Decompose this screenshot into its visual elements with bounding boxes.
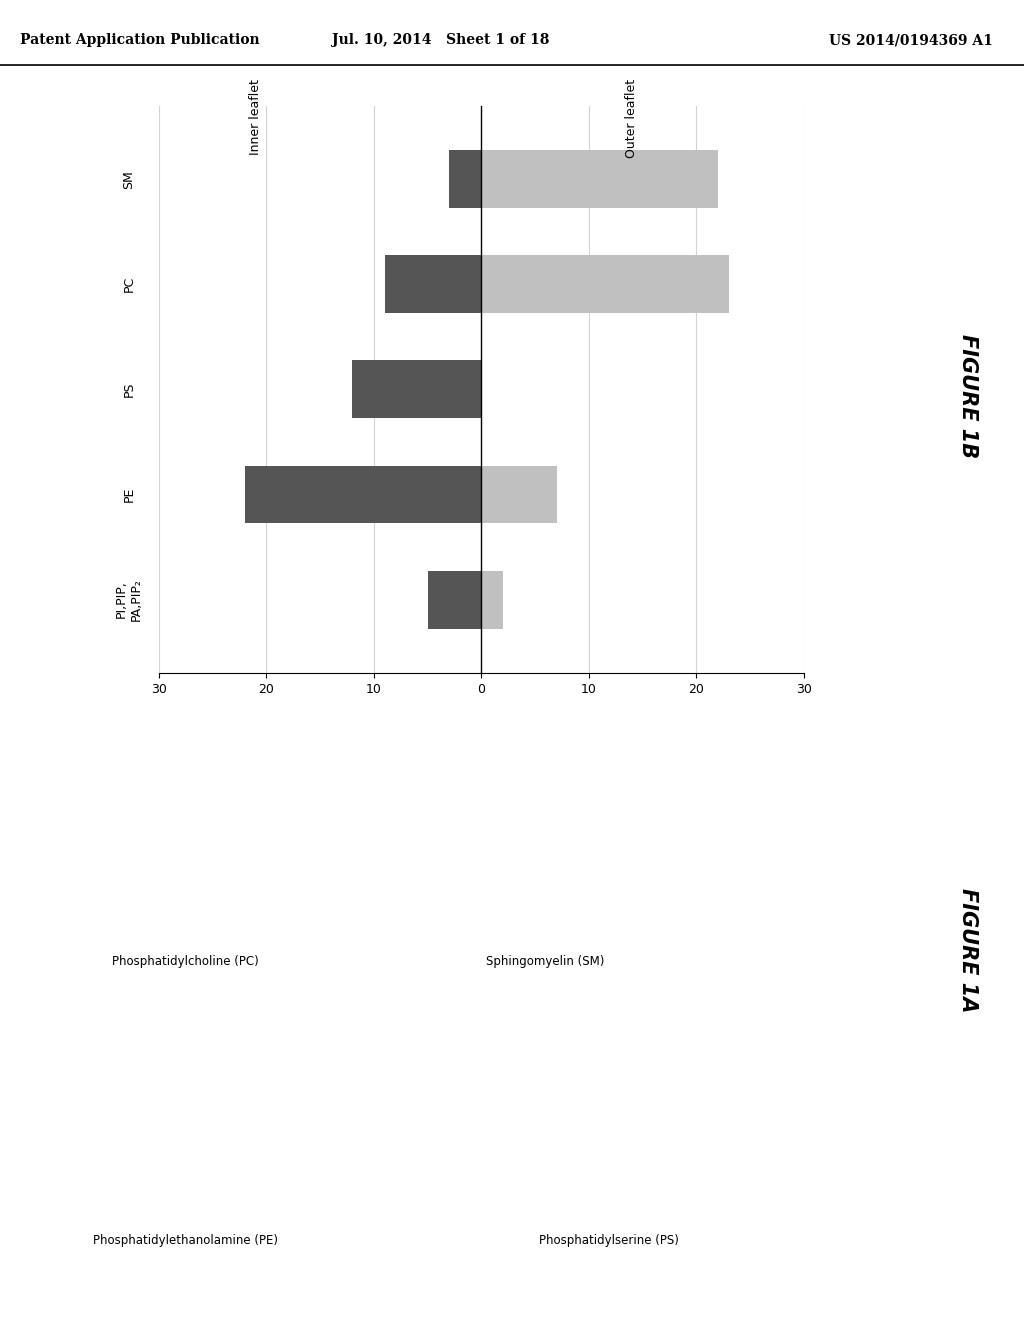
Bar — [481, 255, 729, 313]
Bar — [481, 150, 718, 209]
Text: Sphingomyelin (SM): Sphingomyelin (SM) — [485, 954, 604, 968]
Text: Jul. 10, 2014   Sheet 1 of 18: Jul. 10, 2014 Sheet 1 of 18 — [332, 33, 549, 48]
Text: Inner leaflet: Inner leaflet — [249, 79, 262, 156]
Bar — [449, 150, 481, 209]
Bar — [481, 466, 557, 524]
Bar — [352, 360, 481, 418]
Text: Patent Application Publication: Patent Application Publication — [20, 33, 260, 48]
Text: Phosphatidylethanolamine (PE): Phosphatidylethanolamine (PE) — [93, 1234, 278, 1247]
Bar — [481, 570, 503, 628]
Text: US 2014/0194369 A1: US 2014/0194369 A1 — [829, 33, 993, 48]
Bar — [428, 570, 481, 628]
Text: Phosphatidylcholine (PC): Phosphatidylcholine (PC) — [112, 954, 259, 968]
Text: FIGURE 1A: FIGURE 1A — [957, 888, 978, 1012]
Text: Phosphatidylserine (PS): Phosphatidylserine (PS) — [540, 1234, 679, 1247]
Text: Outer leaflet: Outer leaflet — [626, 79, 638, 158]
Bar — [384, 255, 481, 313]
Text: FIGURE 1B: FIGURE 1B — [957, 334, 978, 458]
Bar — [245, 466, 481, 524]
